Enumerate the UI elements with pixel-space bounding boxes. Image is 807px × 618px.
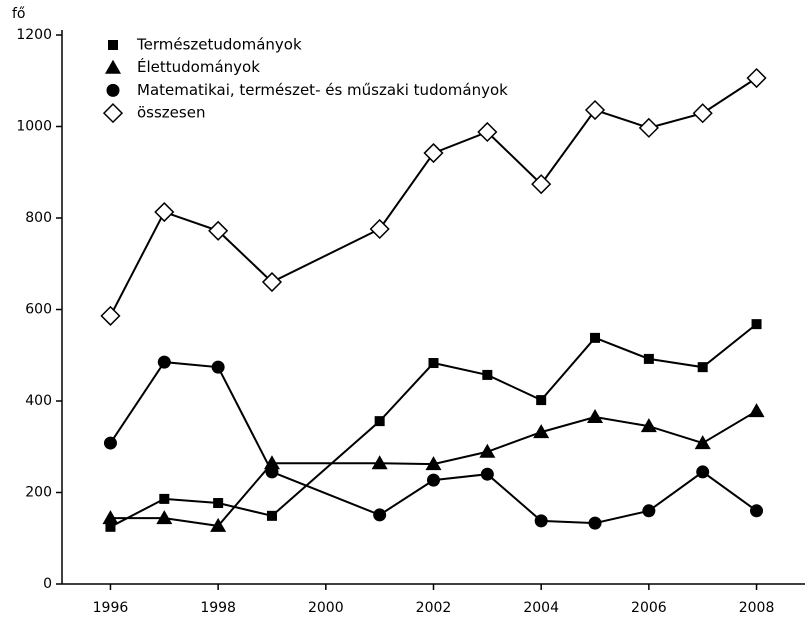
marker-triangle (587, 409, 604, 424)
marker-diamond (477, 121, 498, 143)
marker-square (374, 416, 385, 427)
marker-square (590, 332, 601, 343)
marker-circle (750, 504, 764, 518)
series-line (109, 77, 758, 317)
marker-circle (211, 360, 225, 374)
marker-square (536, 395, 547, 406)
marker-diamond (584, 99, 606, 121)
marker-triangle (102, 510, 119, 525)
marker-diamond (369, 218, 390, 240)
marker-square (105, 521, 116, 532)
marker-triangle (694, 435, 711, 450)
marker-triangle (156, 510, 173, 525)
x-tick-label: 2002 (416, 600, 452, 616)
marker-diamond (692, 103, 713, 124)
marker-triangle (263, 455, 280, 470)
marker-circle (103, 436, 117, 450)
marker-square (751, 319, 762, 330)
x-tick-label: 1998 (200, 600, 236, 616)
marker-square (482, 369, 493, 380)
legend-label: Természetudományok (136, 36, 302, 54)
legend-label: összesen (137, 104, 205, 122)
marker-diamond (208, 220, 229, 241)
marker-circle (480, 467, 494, 481)
marker-diamond (102, 103, 124, 124)
marker-diamond (638, 117, 659, 138)
marker-circle (534, 514, 548, 528)
series-line (109, 323, 758, 528)
marker-diamond (100, 305, 121, 326)
y-unit: fő (12, 6, 26, 22)
y-tick-label: 600 (25, 302, 52, 318)
marker-diamond (531, 174, 552, 195)
marker-triangle (533, 424, 550, 439)
y-tick-label: 0 (43, 576, 52, 592)
marker-triangle (425, 456, 442, 471)
marker-square (643, 353, 654, 364)
marker-square (159, 493, 170, 504)
series-line (109, 361, 758, 525)
marker-triangle (371, 455, 388, 470)
x-tick-label: 2006 (631, 600, 667, 616)
marker-triangle (748, 403, 765, 418)
marker-circle (265, 465, 279, 479)
marker-diamond (261, 271, 283, 293)
series-line (110, 410, 758, 527)
y-tick-label: 200 (25, 485, 52, 501)
marker-diamond (154, 201, 175, 223)
marker-circle (373, 508, 387, 522)
x-tick-label: 2008 (739, 600, 775, 616)
marker-diamond (423, 142, 444, 164)
x-tick-label: 2004 (523, 600, 559, 616)
marker-circle (588, 516, 602, 530)
y-tick-label: 1200 (16, 27, 52, 43)
marker-diamond (746, 67, 767, 89)
marker-circle (696, 465, 710, 479)
y-tick-label: 800 (25, 210, 52, 226)
x-tick-label: 2000 (308, 600, 344, 616)
y-tick-label: 1000 (16, 119, 52, 135)
marker-circle (427, 473, 440, 487)
marker-circle (106, 83, 120, 97)
marker-triangle (210, 517, 227, 532)
marker-square (428, 358, 439, 369)
marker-triangle (105, 59, 121, 74)
marker-triangle (479, 443, 496, 458)
y-tick-label: 400 (25, 393, 52, 409)
marker-square (108, 40, 118, 50)
marker-square (266, 510, 277, 521)
marker-circle (157, 355, 171, 369)
marker-square (697, 362, 708, 373)
legend-label: Élettudományok (137, 57, 260, 76)
marker-square (213, 498, 224, 509)
marker-triangle (640, 418, 657, 433)
marker-circle (642, 504, 656, 518)
legend-label: Matematikai, természet- és műszaki tudom… (137, 81, 508, 99)
x-tick-label: 1996 (93, 600, 129, 616)
